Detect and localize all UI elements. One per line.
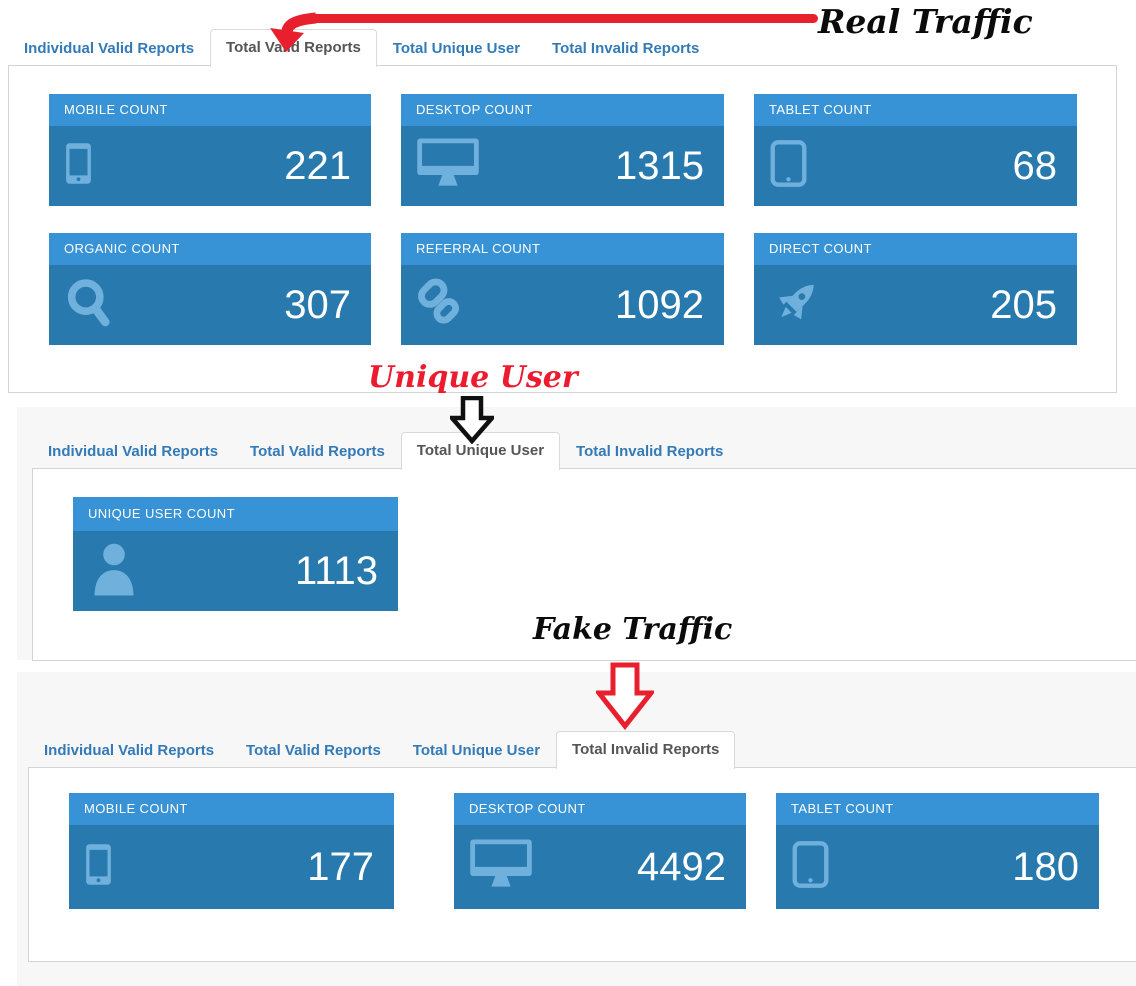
card-title: MOBILE COUNT — [49, 94, 371, 126]
s3-tab-individual-valid-reports[interactable]: Individual Valid Reports — [44, 742, 215, 759]
card-title: TABLET COUNT — [776, 793, 1099, 825]
card-title: ORGANIC COUNT — [49, 233, 371, 265]
real-traffic-annotation: Real Traffic — [818, 2, 1033, 41]
card-title: TABLET COUNT — [754, 94, 1077, 126]
referral-count-card: REFERRAL COUNT 1092 — [401, 233, 724, 345]
tab-bar-unique-user: Individual Valid Reports Total Valid Rep… — [32, 432, 739, 470]
direct-count-card: DIRECT COUNT 205 — [754, 233, 1077, 345]
unique-user-count-card: UNIQUE USER COUNT 1113 — [73, 497, 398, 611]
black-down-arrow-annotation — [450, 396, 494, 444]
card-value: 177 — [307, 844, 374, 889]
s1-tab-individual-valid-reports[interactable]: Individual Valid Reports — [24, 40, 195, 57]
rocket-icon — [770, 276, 822, 335]
card-value: 221 — [284, 143, 351, 188]
card-value: 205 — [990, 282, 1057, 327]
card-title: UNIQUE USER COUNT — [73, 497, 398, 531]
s2-tab-total-invalid-reports[interactable]: Total Invalid Reports — [576, 443, 724, 460]
user-icon — [89, 542, 139, 601]
organic-count-card: ORGANIC COUNT 307 — [49, 233, 371, 345]
card-value: 1092 — [615, 282, 704, 327]
unique-user-annotation: Unique User — [368, 360, 578, 395]
card-value: 307 — [284, 282, 351, 327]
red-down-arrow-annotation — [596, 662, 654, 730]
mobile-count-card: MOBILE COUNT 177 — [69, 793, 394, 909]
s2-tab-individual-valid-reports[interactable]: Individual Valid Reports — [48, 443, 219, 460]
s3-tab-total-valid-reports[interactable]: Total Valid Reports — [246, 742, 381, 759]
card-title: REFERRAL COUNT — [401, 233, 724, 265]
tablet-icon — [770, 140, 807, 193]
card-title: DIRECT COUNT — [754, 233, 1077, 265]
tab-bar-valid-reports: Individual Valid Reports Total Valid Rep… — [8, 29, 715, 67]
s3-tab-total-invalid-reports[interactable]: Total Invalid Reports — [556, 731, 736, 769]
s2-tab-total-unique-user[interactable]: Total Unique User — [400, 432, 561, 470]
card-title: DESKTOP COUNT — [401, 94, 724, 126]
tablet-count-card: TABLET COUNT 68 — [754, 94, 1077, 206]
search-icon — [65, 277, 113, 334]
card-value: 4492 — [637, 844, 726, 889]
card-value: 180 — [1012, 844, 1079, 889]
card-value: 1113 — [294, 548, 378, 593]
s3-tab-total-unique-user[interactable]: Total Unique User — [412, 742, 541, 759]
tablet-icon — [792, 841, 829, 894]
red-line-arrow-annotation — [270, 12, 818, 52]
card-value: 68 — [1012, 143, 1058, 188]
s2-tab-total-valid-reports[interactable]: Total Valid Reports — [250, 443, 385, 460]
desktop-count-card: DESKTOP COUNT 1315 — [401, 94, 724, 206]
fake-traffic-annotation: Fake Traffic — [533, 612, 733, 647]
card-value: 1315 — [615, 143, 704, 188]
invalid-reports-panel: MOBILE COUNT 177 DESKTOP COUNT 4492 TABL… — [28, 767, 1136, 962]
desktop-icon — [470, 839, 532, 895]
desktop-icon — [417, 138, 479, 194]
link-icon — [417, 277, 463, 334]
desktop-count-card: DESKTOP COUNT 4492 — [454, 793, 746, 909]
mobile-count-card: MOBILE COUNT 221 — [49, 94, 371, 206]
card-title: DESKTOP COUNT — [454, 793, 746, 825]
valid-reports-panel: MOBILE COUNT 221 DESKTOP COUNT 1315 TABL… — [8, 65, 1117, 393]
unique-user-panel: UNIQUE USER COUNT 1113 — [32, 468, 1136, 661]
s1-tab-total-invalid-reports[interactable]: Total Invalid Reports — [552, 40, 700, 57]
card-title: MOBILE COUNT — [69, 793, 394, 825]
mobile-icon — [65, 143, 92, 189]
mobile-icon — [85, 844, 112, 890]
tab-bar-invalid-reports: Individual Valid Reports Total Valid Rep… — [28, 731, 736, 769]
s1-tab-total-unique-user[interactable]: Total Unique User — [392, 40, 521, 57]
tablet-count-card: TABLET COUNT 180 — [776, 793, 1099, 909]
